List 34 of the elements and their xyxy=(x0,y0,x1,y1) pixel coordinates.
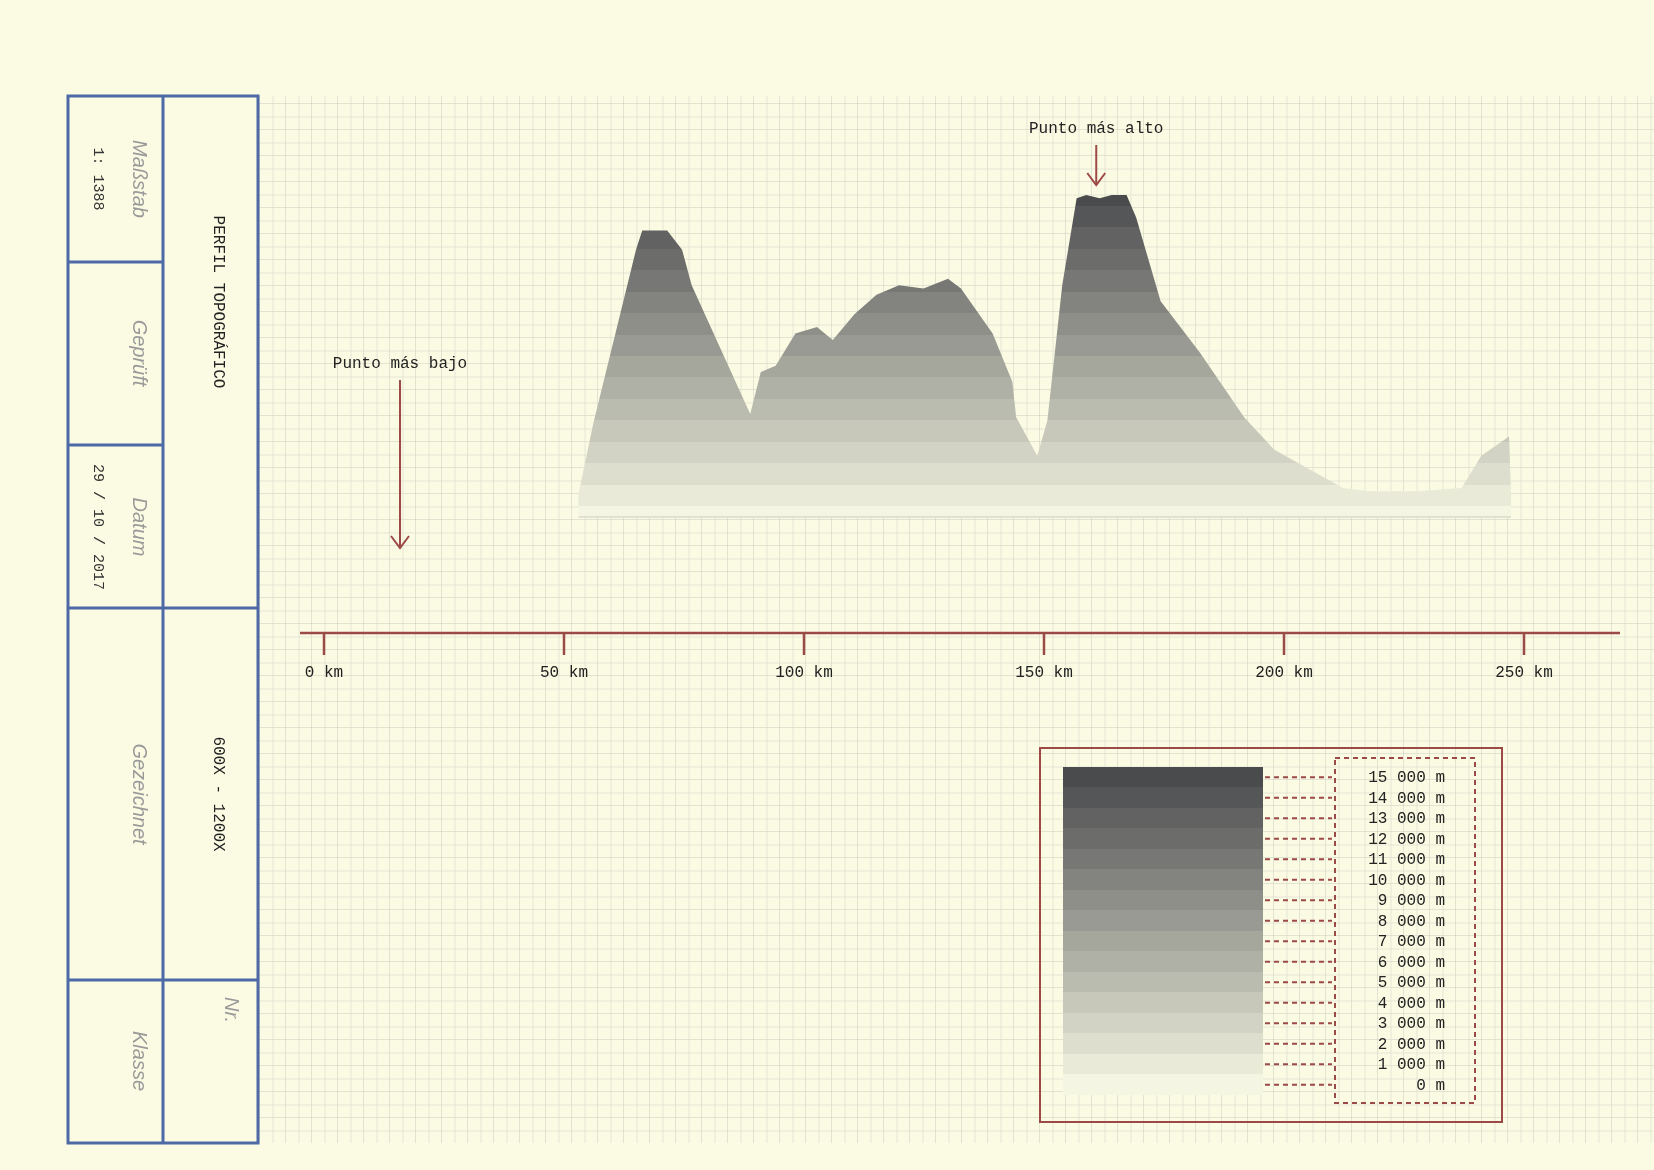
text: 7 000 m xyxy=(1377,933,1445,952)
text: 9 000 m xyxy=(1377,892,1445,911)
text: 1 000 m xyxy=(1377,1056,1445,1075)
x-tick-label: 50 km xyxy=(539,664,589,682)
annotation: Punto más bajo xyxy=(332,355,468,373)
text: 29 / 10 / 2017 xyxy=(89,463,107,591)
text: PERFIL TOPOGRÁFICO xyxy=(208,215,228,389)
text: 6 000 m xyxy=(1377,953,1445,972)
text: 5 000 m xyxy=(1377,974,1445,993)
text: 8 000 m xyxy=(1377,912,1445,931)
text: Maßstab xyxy=(128,140,151,218)
text: 4 000 m xyxy=(1377,994,1445,1013)
text: 14 000 m xyxy=(1368,789,1445,808)
text: Punto más alto xyxy=(1029,120,1164,138)
text: 11 000 m xyxy=(1368,851,1445,870)
text: Geprüft xyxy=(128,319,151,388)
text: 13 000 m xyxy=(1368,810,1445,829)
text: 15 000 m xyxy=(1368,769,1445,788)
x-tick-label: 100 km xyxy=(775,664,833,682)
text: 1: 1388 xyxy=(89,147,107,211)
text: 0 m xyxy=(1416,1076,1445,1095)
text: Nr. xyxy=(220,997,243,1023)
x-tick-label: 0 km xyxy=(304,664,344,682)
text: 600X - 1200X xyxy=(208,736,227,853)
x-tick-label: 150 km xyxy=(1015,664,1073,682)
text: 2 000 m xyxy=(1377,1035,1445,1054)
text: Datum xyxy=(128,497,151,557)
text: 12 000 m xyxy=(1368,830,1445,849)
text: 10 000 m xyxy=(1368,871,1445,890)
text: 3 000 m xyxy=(1377,1015,1445,1034)
text: Klasse xyxy=(128,1030,151,1092)
x-tick-label: 200 km xyxy=(1255,664,1313,682)
x-tick-label: 250 km xyxy=(1495,664,1553,682)
text: Gezeichnet xyxy=(128,743,151,847)
